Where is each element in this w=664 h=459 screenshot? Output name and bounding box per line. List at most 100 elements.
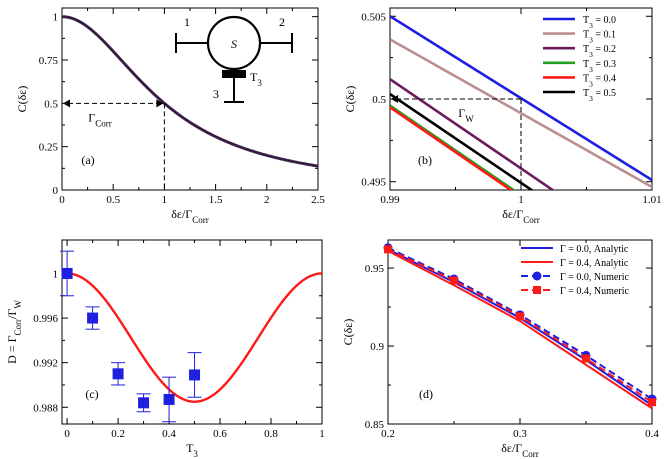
series-line-1 [387, 250, 653, 410]
marker-square [450, 276, 458, 285]
gamma-corr-annotation: ΓCorr [88, 110, 111, 128]
series-line-t3-5 [390, 92, 534, 190]
x-tick-label: 0.5 [106, 194, 120, 206]
arrow-head-left [391, 95, 398, 103]
x-tick-label: 1 [518, 194, 524, 206]
panel-b-lines [390, 15, 652, 190]
y-tick-label: 0.992 [33, 358, 58, 370]
y-tick-label: 0.9 [370, 341, 384, 353]
probe-label: T3 [250, 70, 262, 88]
series-line-t3-1 [390, 38, 652, 189]
plot-frame [61, 239, 323, 425]
theory-curve [67, 272, 323, 403]
y-tick-label: 0.85 [365, 419, 385, 431]
y-axis-label: C(δε) [15, 86, 29, 113]
y-tick-label: 0.996 [33, 313, 58, 325]
x-tick-label: 2.5 [311, 194, 325, 206]
legend-label: Γ = 0.0, Analytic [560, 244, 629, 255]
lead-3-label: 3 [213, 87, 219, 101]
panel-b: 0.99 1 1.01 0.495 0.5 0.505 δε/ΓCorr C(δε) T3 = … [343, 7, 662, 225]
panel-label-c: (c) [85, 387, 98, 401]
legend-d: Γ = 0.0, Analytic Γ = 0.4, Analytic Γ = 0.… [521, 244, 629, 297]
x-tick-label: 1 [319, 428, 325, 440]
legend-label: T3 = 0.2 [583, 44, 616, 59]
legend-label: T3 = 0.0 [583, 15, 616, 30]
gamma-w-annotation: ΓW [458, 106, 474, 124]
y-tick-label: 0.75 [39, 55, 59, 67]
y-tick-label: 0.95 [365, 263, 385, 275]
x-tick-label: 1.5 [209, 194, 223, 206]
curve-correlation [61, 15, 319, 168]
legend-label: T3 = 0.3 [583, 59, 616, 74]
legend-label: T3 = 0.4 [583, 73, 616, 88]
marker-square [384, 245, 392, 254]
curve-correlation-core [61, 16, 319, 167]
legend-marker [532, 271, 542, 281]
panel-label-b: (b) [418, 153, 432, 167]
y-tick-label: 0.5 [44, 98, 58, 110]
x-tick-label: 2 [264, 194, 270, 206]
x-tick-label: 0.99 [380, 194, 400, 206]
panel-label-a: (a) [81, 153, 94, 167]
y-axis-label: C(δε) [343, 86, 357, 113]
y-tick-label: 1 [53, 268, 59, 280]
data-point [87, 312, 99, 324]
x-axis-label: T3 [186, 441, 198, 459]
legend-label: T3 = 0.1 [583, 30, 616, 45]
x-tick-label: 0 [64, 428, 70, 440]
x-axis-label: δε/ΓCorr [501, 441, 538, 459]
inset-schematic: S 1 2 3 T3 [175, 15, 293, 103]
x-tick-label: 1 [162, 194, 168, 206]
y-tick-label: 0.25 [39, 142, 59, 154]
arrow-head-left [63, 99, 70, 108]
data-point [112, 368, 124, 380]
probe-barrier [222, 70, 246, 78]
legend-b: T3 = 0.0T3 = 0.1T3 = 0.2T3 = 0.3T3 = 0.4… [543, 15, 616, 103]
x-tick-label: 0.3 [513, 428, 527, 440]
data-point [138, 397, 150, 409]
y-axis-label: D = ΓCorr/ΓW [5, 300, 23, 364]
scatterer-label: S [231, 37, 237, 51]
x-tick-label: 0.2 [111, 428, 125, 440]
x-axis-label: δε/ΓCorr [171, 207, 208, 225]
marker-square [516, 312, 524, 321]
x-axis-label: δε/ΓCorr [502, 207, 539, 225]
y-tick-label: 1 [53, 12, 59, 24]
legend-label: Γ = 0.0, Numeric [560, 272, 629, 283]
y-tick-label: 0 [53, 185, 59, 197]
panel-a: 0 0.5 1 1.5 2 2.500.250.50.751δε/ΓCorrC(δε)ΓC… [15, 7, 325, 225]
panel-c: 0 0.2 0.4 0.6 0.8 1 0.988 0.992 0.996 1 T3 D = ΓCor… [5, 239, 325, 459]
legend-marker [533, 286, 541, 294]
x-tick-label: 0.4 [645, 428, 659, 440]
legend-label: T3 = 0.5 [583, 88, 616, 103]
panel-label-d: (d) [419, 387, 433, 401]
legend-label: Γ = 0.4, Analytic [560, 258, 629, 269]
data-point [189, 369, 201, 381]
x-tick-label: 0.2 [381, 428, 395, 440]
y-tick-label: 0.988 [33, 402, 58, 414]
legend-label: Γ = 0.4, Numeric [560, 286, 629, 297]
y-axis-label: C(δε) [341, 319, 355, 346]
x-tick-label: 0 [59, 194, 65, 206]
series-line-t3-2 [390, 78, 555, 190]
series-line-t3-3 [390, 104, 516, 190]
x-tick-label: 0.6 [213, 428, 227, 440]
marker-square [648, 398, 656, 407]
x-tick-label: 0.8 [264, 428, 278, 440]
lead-1-label: 1 [184, 15, 190, 29]
arrow-head-right [156, 99, 164, 108]
plot-frame [61, 7, 319, 191]
y-tick-label: 0.495 [361, 177, 386, 189]
series-line-t3-4 [390, 106, 514, 190]
y-tick-label: 0.5 [372, 94, 386, 106]
marker-square [582, 354, 590, 363]
data-point [61, 267, 73, 279]
x-tick-label: 1.01 [642, 194, 661, 206]
lead-2-label: 2 [279, 15, 285, 29]
y-tick-label: 0.505 [361, 11, 386, 23]
x-tick-label: 0.4 [162, 428, 176, 440]
panel-d: 0.2 0.3 0.4 0.85 0.9 0.95 δε/ΓCorr C(δε) Γ = 0.0… [341, 239, 659, 459]
series-line-t3-0 [390, 15, 652, 182]
data-point [163, 393, 175, 405]
